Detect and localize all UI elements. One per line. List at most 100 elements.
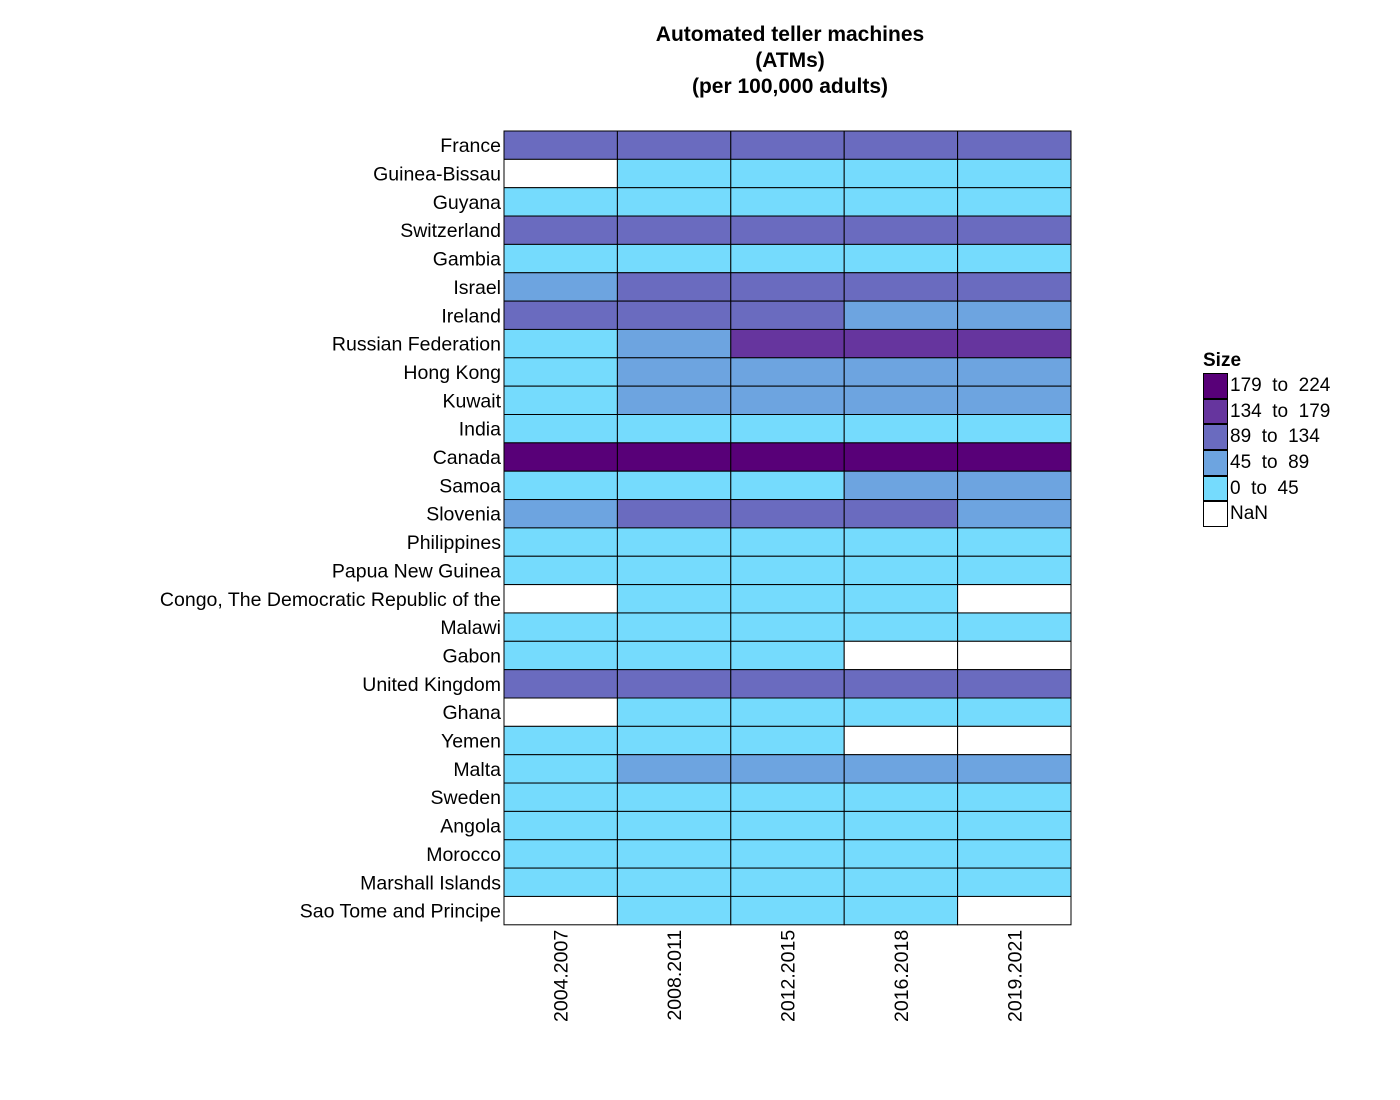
- heatmap-cell-marshall-islands-2016-2018: [843, 867, 959, 897]
- column-labels: 2004.2007 2008.2011 2012.2015 2016.2018 2019…: [551, 930, 1027, 1022]
- heatmap-cell-guinea-bissau-2008-2011: [616, 158, 732, 189]
- heatmap-cell-morocco-2012-2015: [730, 839, 845, 869]
- heatmap-cell-hong-kong-2012-2015: [730, 357, 845, 387]
- heatmap-cell-congo-the-democratic-republic-of-the-2012-2015: [730, 584, 845, 614]
- heatmap-cell-sao-tome-and-principe-2012-2015: [730, 895, 845, 926]
- heatmap-cell-sweden-2012-2015: [730, 782, 845, 812]
- heatmap-cell-sweden-2008-2011: [616, 782, 732, 812]
- heatmap-cell-kuwait-2004-2007: [503, 385, 618, 415]
- heatmap-cell-guinea-bissau-2016-2018: [843, 158, 959, 189]
- heatmap-cell-ghana-2008-2011: [616, 697, 732, 727]
- heatmap-cell-philippines-2019-2021: [957, 527, 1072, 557]
- row-label-guinea-bissau: Guinea-Bissau: [373, 164, 501, 186]
- heatmap-cell-malta-2008-2011: [616, 754, 732, 784]
- heatmap-cell-congo-the-democratic-republic-of-the-2008-2011: [616, 584, 732, 614]
- heatmap-cell-india-2016-2018: [843, 414, 959, 444]
- heatmap-cell-malta-2004-2007: [503, 754, 618, 784]
- legend-swatch: [1203, 373, 1228, 399]
- heatmap-cell-sweden-2016-2018: [843, 782, 959, 812]
- heatmap-cell-ireland-2008-2011: [616, 300, 732, 330]
- heatmap-cell-slovenia-2004-2007: [503, 499, 618, 529]
- heatmap-cell-kuwait-2008-2011: [616, 385, 732, 415]
- row-label-united-kingdom: United Kingdom: [362, 674, 501, 696]
- heatmap-cell-marshall-islands-2012-2015: [730, 867, 845, 897]
- heatmap-cell-gambia-2012-2015: [730, 243, 845, 274]
- heatmap-cell-samoa-2008-2011: [616, 470, 732, 501]
- row-label-gambia: Gambia: [433, 249, 501, 271]
- column-label-2016-2018: 2016.2018: [891, 930, 913, 1022]
- heatmap-cell-congo-the-democratic-republic-of-the-2019-2021: [957, 584, 1072, 614]
- heatmap-cell-malawi-2016-2018: [843, 612, 959, 642]
- heatmap-cell-canada-2004-2007: [503, 442, 618, 472]
- heatmap-cell-slovenia-2008-2011: [616, 499, 732, 529]
- heatmap-cell-ireland-2016-2018: [843, 300, 959, 330]
- row-label-malta: Malta: [453, 759, 501, 781]
- heatmap-cell-sweden-2019-2021: [957, 782, 1072, 812]
- row-label-hong-kong: Hong Kong: [403, 362, 501, 384]
- heatmap-cell-gabon-2019-2021: [957, 640, 1072, 671]
- heatmap-cell-angola-2012-2015: [730, 810, 845, 841]
- heatmap-cell-angola-2019-2021: [957, 810, 1072, 841]
- heatmap-cell-united-kingdom-2008-2011: [616, 669, 732, 699]
- heatmap-cell-angola-2008-2011: [616, 810, 732, 841]
- heatmap-cell-morocco-2008-2011: [616, 839, 732, 869]
- heatmap-cell-yemen-2004-2007: [503, 725, 618, 756]
- heatmap-cell-kuwait-2019-2021: [957, 385, 1072, 415]
- row-label-sao-tome-and-principe: Sao Tome and Principe: [300, 901, 501, 923]
- heatmap-cell-papua-new-guinea-2019-2021: [957, 555, 1072, 586]
- heatmap-cell-guyana-2008-2011: [616, 187, 732, 217]
- heatmap-cell-malawi-2012-2015: [730, 612, 845, 642]
- heatmap-cell-united-kingdom-2016-2018: [843, 669, 959, 699]
- heatmap-cell-guinea-bissau-2004-2007: [503, 158, 618, 189]
- heatmap-cell-guyana-2004-2007: [503, 187, 618, 217]
- heatmap-cell-angola-2004-2007: [503, 810, 618, 841]
- heatmap-cell-guinea-bissau-2019-2021: [957, 158, 1072, 189]
- heatmap-cell-guyana-2016-2018: [843, 187, 959, 217]
- heatmap-cell-ireland-2012-2015: [730, 300, 845, 330]
- legend-item-179-to-224: 179 to 224: [1203, 373, 1330, 399]
- heatmap-cell-canada-2016-2018: [843, 442, 959, 472]
- heatmap-cell-switzerland-2016-2018: [843, 215, 959, 245]
- legend-swatch: [1203, 475, 1228, 502]
- legend-label: NaN: [1230, 503, 1269, 525]
- heatmap-cell-samoa-2019-2021: [957, 470, 1072, 501]
- heatmap-cell-hong-kong-2004-2007: [503, 357, 618, 387]
- heatmap-cell-sao-tome-and-principe-2008-2011: [616, 895, 732, 926]
- legend-item-nan: NaN: [1203, 501, 1330, 528]
- legend-items: 179 to 224 134 to 179 89 to 134 45 to 89 0 t…: [1203, 373, 1331, 528]
- legend-swatch: [1203, 501, 1228, 528]
- chart-title: Automated teller machines (ATMs) (per 10…: [590, 22, 990, 100]
- heatmap-cell-malawi-2004-2007: [503, 612, 618, 642]
- heatmap-cell-sao-tome-and-principe-2004-2007: [503, 895, 618, 926]
- heatmap-cell-hong-kong-2008-2011: [616, 357, 732, 387]
- heatmap-cell-hong-kong-2016-2018: [843, 357, 959, 387]
- row-label-papua-new-guinea: Papua New Guinea: [332, 560, 501, 582]
- heatmap-cell-morocco-2004-2007: [503, 839, 618, 869]
- chart-title-line-1: Automated teller machines: [655, 23, 925, 46]
- heatmap-cell-samoa-2016-2018: [843, 470, 959, 501]
- heatmap-cell-russian-federation-2008-2011: [616, 328, 732, 359]
- heatmap-cell-kuwait-2016-2018: [843, 385, 959, 415]
- heatmap-cell-guyana-2012-2015: [730, 187, 845, 217]
- legend-label: 134 to 179: [1230, 400, 1331, 422]
- heatmap-cell-yemen-2019-2021: [957, 725, 1072, 756]
- heatmap-cell-hong-kong-2019-2021: [957, 357, 1072, 387]
- heatmap-cell-morocco-2016-2018: [843, 839, 959, 869]
- heatmap-cell-yemen-2008-2011: [616, 725, 732, 756]
- heatmap-cell-angola-2016-2018: [843, 810, 959, 841]
- heatmap-cell-guyana-2019-2021: [957, 187, 1072, 217]
- row-label-samoa: Samoa: [439, 475, 501, 497]
- heatmap-cell-france-2008-2011: [616, 130, 732, 160]
- heatmap-cell-switzerland-2012-2015: [730, 215, 845, 245]
- legend-label: 179 to 224: [1230, 374, 1331, 396]
- row-label-israel: Israel: [453, 277, 501, 299]
- row-label-russian-federation: Russian Federation: [332, 334, 501, 356]
- heatmap-cell-united-kingdom-2012-2015: [730, 669, 845, 699]
- heatmap-cell-india-2012-2015: [730, 414, 845, 444]
- heatmap-cell-congo-the-democratic-republic-of-the-2016-2018: [843, 584, 959, 614]
- heatmap-cell-switzerland-2019-2021: [957, 215, 1072, 245]
- row-label-angola: Angola: [440, 816, 501, 838]
- heatmap-cell-marshall-islands-2019-2021: [957, 867, 1072, 897]
- legend-label: 89 to 134: [1230, 426, 1320, 448]
- row-label-ireland: Ireland: [441, 305, 501, 327]
